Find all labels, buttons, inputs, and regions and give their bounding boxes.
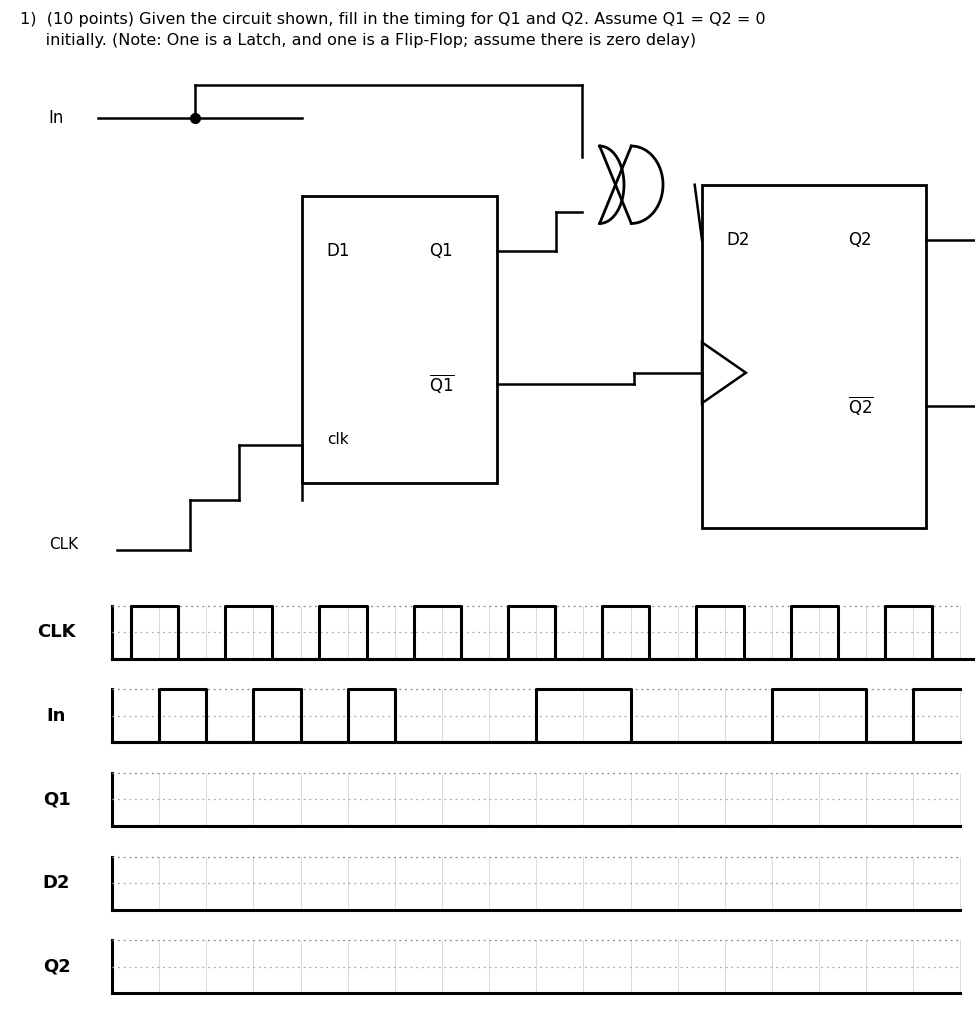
Text: Q1: Q1 [429,242,452,260]
Text: CLK: CLK [37,624,76,641]
Text: Q2: Q2 [43,957,70,976]
Text: D2: D2 [43,874,70,892]
Text: In: In [49,110,64,127]
Text: D2: D2 [726,231,750,249]
Text: $\overline{\mathrm{Q2}}$: $\overline{\mathrm{Q2}}$ [848,394,874,418]
Text: clk: clk [327,431,348,446]
Text: CLK: CLK [49,537,78,552]
Text: 1)  (10 points) Given the circuit shown, fill in the timing for Q1 and Q2. Assum: 1) (10 points) Given the circuit shown, … [20,12,765,28]
Text: $\overline{\mathrm{Q1}}$: $\overline{\mathrm{Q1}}$ [429,373,454,395]
Text: D1: D1 [327,242,350,260]
Text: initially. (Note: One is a Latch, and one is a Flip-Flop; assume there is zero d: initially. (Note: One is a Latch, and on… [20,33,695,48]
Text: Q2: Q2 [848,231,872,249]
Bar [302,196,497,483]
Text: Q1: Q1 [43,791,70,808]
Text: In: In [47,707,66,725]
Bar [702,184,926,527]
